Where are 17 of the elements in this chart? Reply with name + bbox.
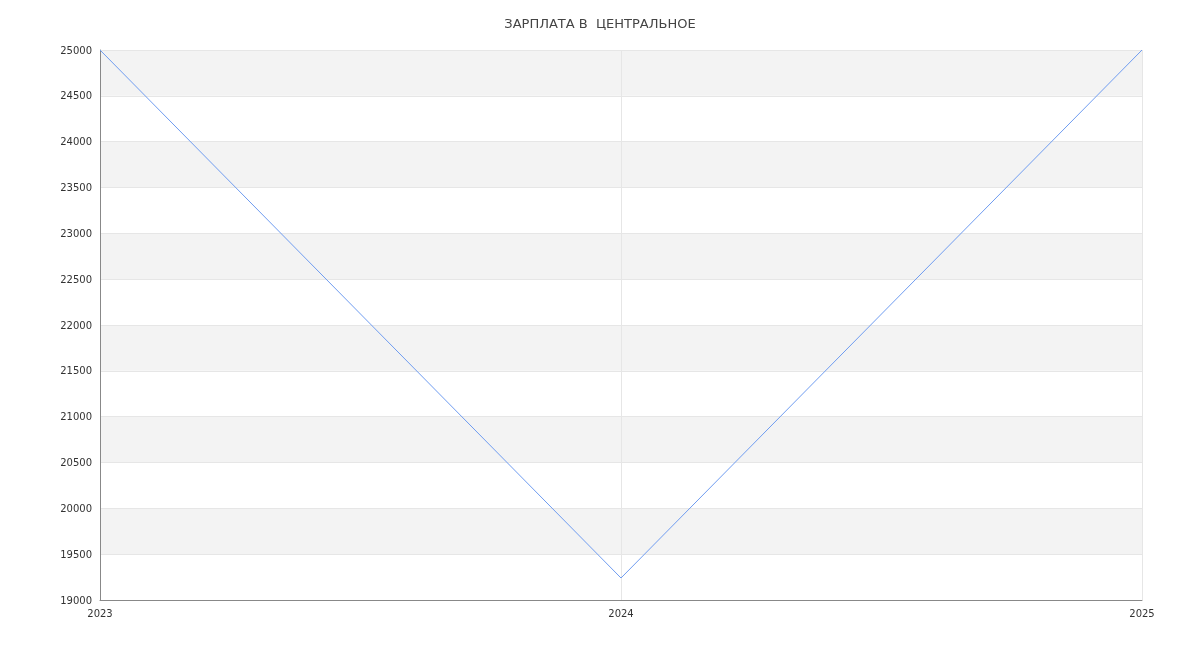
x-tick-label: 2025 [1129, 607, 1155, 619]
x-tick-label: 2023 [87, 607, 113, 619]
y-tick-label: 19000 [60, 594, 92, 606]
y-tick-label: 24500 [60, 90, 92, 102]
y-tick-label: 23000 [60, 227, 92, 239]
y-tick-label: 22500 [60, 273, 92, 285]
y-tick-label: 19500 [60, 548, 92, 560]
y-tick-label: 25000 [60, 44, 92, 56]
y-tick-label: 23500 [60, 182, 92, 193]
y-tick-label: 21000 [60, 411, 92, 423]
y-tick-label: 20500 [60, 457, 92, 468]
y-tick-label: 20000 [60, 502, 92, 514]
chart-title: ЗАРПЛАТА В ЦЕНТРАЛЬНОЕ [504, 16, 696, 31]
y-tick-label: 24000 [60, 136, 92, 148]
x-tick-label: 2024 [608, 607, 634, 619]
y-tick-label: 21500 [60, 365, 92, 377]
y-tick-label: 22000 [60, 319, 92, 331]
